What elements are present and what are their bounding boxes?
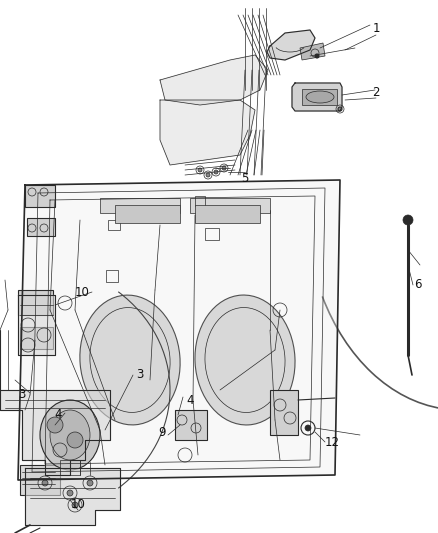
Circle shape xyxy=(403,215,413,225)
Circle shape xyxy=(315,54,319,58)
Ellipse shape xyxy=(40,400,100,470)
Circle shape xyxy=(67,490,73,496)
Circle shape xyxy=(222,166,226,170)
Bar xyxy=(106,270,118,282)
Bar xyxy=(18,290,53,315)
Ellipse shape xyxy=(50,410,90,460)
Text: 4: 4 xyxy=(54,408,62,422)
Text: 2: 2 xyxy=(372,85,380,99)
Polygon shape xyxy=(0,390,110,475)
Ellipse shape xyxy=(80,295,180,425)
Text: 10: 10 xyxy=(74,286,89,298)
Bar xyxy=(195,196,205,206)
Polygon shape xyxy=(160,55,268,105)
Bar xyxy=(205,228,219,240)
Bar xyxy=(60,460,80,475)
Bar xyxy=(100,198,180,213)
Bar xyxy=(20,327,53,349)
Bar xyxy=(25,185,55,207)
Bar xyxy=(190,198,270,213)
Text: 9: 9 xyxy=(158,425,166,439)
Circle shape xyxy=(42,480,48,486)
Text: 3: 3 xyxy=(136,368,144,382)
Circle shape xyxy=(67,432,83,448)
Circle shape xyxy=(198,168,202,172)
Bar xyxy=(27,218,55,236)
Circle shape xyxy=(206,173,210,177)
Text: 10: 10 xyxy=(71,498,85,512)
Text: 6: 6 xyxy=(414,279,422,292)
Ellipse shape xyxy=(195,295,295,425)
Polygon shape xyxy=(25,468,120,525)
Circle shape xyxy=(47,417,63,433)
Circle shape xyxy=(338,107,342,111)
Bar xyxy=(115,205,180,223)
Bar xyxy=(195,205,260,223)
Polygon shape xyxy=(292,83,342,111)
Polygon shape xyxy=(18,295,55,355)
Text: 12: 12 xyxy=(325,435,339,448)
Polygon shape xyxy=(160,100,255,165)
Ellipse shape xyxy=(306,91,334,103)
Polygon shape xyxy=(18,180,340,480)
Bar xyxy=(20,465,60,495)
Bar xyxy=(302,89,337,105)
Circle shape xyxy=(87,480,93,486)
Text: 3: 3 xyxy=(18,389,26,401)
Bar xyxy=(175,410,207,440)
Polygon shape xyxy=(267,30,315,60)
Polygon shape xyxy=(300,43,325,60)
Bar xyxy=(108,220,120,230)
Bar xyxy=(270,390,298,435)
Text: 1: 1 xyxy=(372,21,380,35)
Circle shape xyxy=(305,425,311,431)
Text: 4: 4 xyxy=(186,393,194,407)
Circle shape xyxy=(214,170,218,174)
Circle shape xyxy=(72,502,78,508)
Text: 5: 5 xyxy=(241,172,249,184)
